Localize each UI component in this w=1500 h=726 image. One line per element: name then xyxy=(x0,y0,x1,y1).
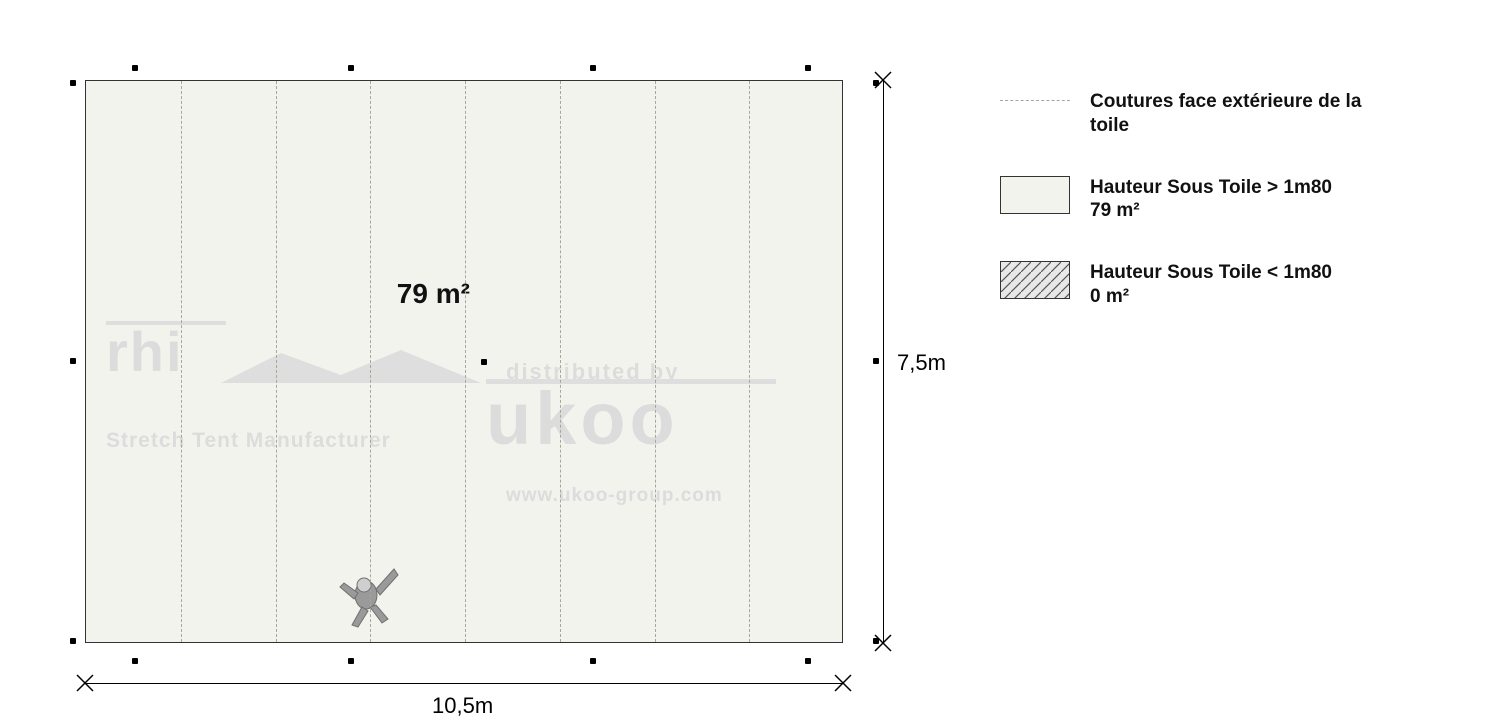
dimension-line-height xyxy=(883,80,884,643)
anchor-dot xyxy=(590,65,596,71)
legend-row-seams: Coutures face extérieure de la toile xyxy=(1000,90,1370,138)
watermark-mountain xyxy=(221,345,481,390)
legend: Coutures face extérieure de la toile Hau… xyxy=(1000,90,1370,347)
anchor-dot xyxy=(70,358,76,364)
anchor-dot xyxy=(70,638,76,644)
area-label: 79 m² xyxy=(397,278,470,310)
anchor-dot xyxy=(132,65,138,71)
anchor-dot xyxy=(805,658,811,664)
legend-row-high: Hauteur Sous Toile > 1m80 79 m² xyxy=(1000,176,1370,224)
legend-text: Hauteur Sous Toile < 1m80 0 m² xyxy=(1090,261,1332,309)
seam-line xyxy=(181,81,182,642)
legend-label: Hauteur Sous Toile < 1m80 xyxy=(1090,261,1332,285)
legend-swatch-solid xyxy=(1000,176,1070,214)
watermark-url: www.ukoo-group.com xyxy=(506,485,723,507)
legend-text: Hauteur Sous Toile > 1m80 79 m² xyxy=(1090,176,1332,224)
watermark-text: ukoo xyxy=(486,377,679,460)
dim-arrow-icon xyxy=(873,70,893,90)
tent-floorplan-diagram: 79 m² rhi Stretch Tent Manufacturer dist… xyxy=(85,80,843,643)
dim-arrow-icon xyxy=(873,633,893,653)
watermark-distributed: distributed by xyxy=(506,359,679,385)
legend-swatch-dashed xyxy=(1000,100,1070,101)
tent-rectangle: 79 m² rhi Stretch Tent Manufacturer dist… xyxy=(85,80,843,643)
legend-value: 79 m² xyxy=(1090,199,1332,223)
seam-line xyxy=(560,81,561,642)
seam-line xyxy=(276,81,277,642)
dimension-line-width xyxy=(85,683,843,684)
legend-label: Hauteur Sous Toile > 1m80 xyxy=(1090,176,1332,200)
anchor-dot xyxy=(70,80,76,86)
anchor-dot xyxy=(348,658,354,664)
seam-line xyxy=(370,81,371,642)
seam-line xyxy=(749,81,750,642)
watermark-tagline: Stretch Tent Manufacturer xyxy=(106,429,391,453)
dim-arrow-icon xyxy=(75,673,95,693)
watermark-rhi: rhi xyxy=(106,321,226,384)
seam-line xyxy=(655,81,656,642)
watermark-text: rhi xyxy=(106,320,184,383)
seam-line xyxy=(465,81,466,642)
anchor-dot xyxy=(481,359,487,365)
anchor-dot xyxy=(348,65,354,71)
legend-text: Coutures face extérieure de la toile xyxy=(1090,90,1370,138)
watermark-ukoo: ukoo xyxy=(486,379,776,461)
anchor-dot xyxy=(590,658,596,664)
anchor-dot xyxy=(805,65,811,71)
legend-swatch-hatched xyxy=(1000,261,1070,299)
anchor-dot xyxy=(873,358,879,364)
dim-arrow-icon xyxy=(833,673,853,693)
legend-row-low: Hauteur Sous Toile < 1m80 0 m² xyxy=(1000,261,1370,309)
legend-value: 0 m² xyxy=(1090,285,1332,309)
dimension-width-label: 10,5m xyxy=(432,693,493,719)
dimension-height-label: 7,5m xyxy=(897,350,946,376)
anchor-dot xyxy=(132,658,138,664)
